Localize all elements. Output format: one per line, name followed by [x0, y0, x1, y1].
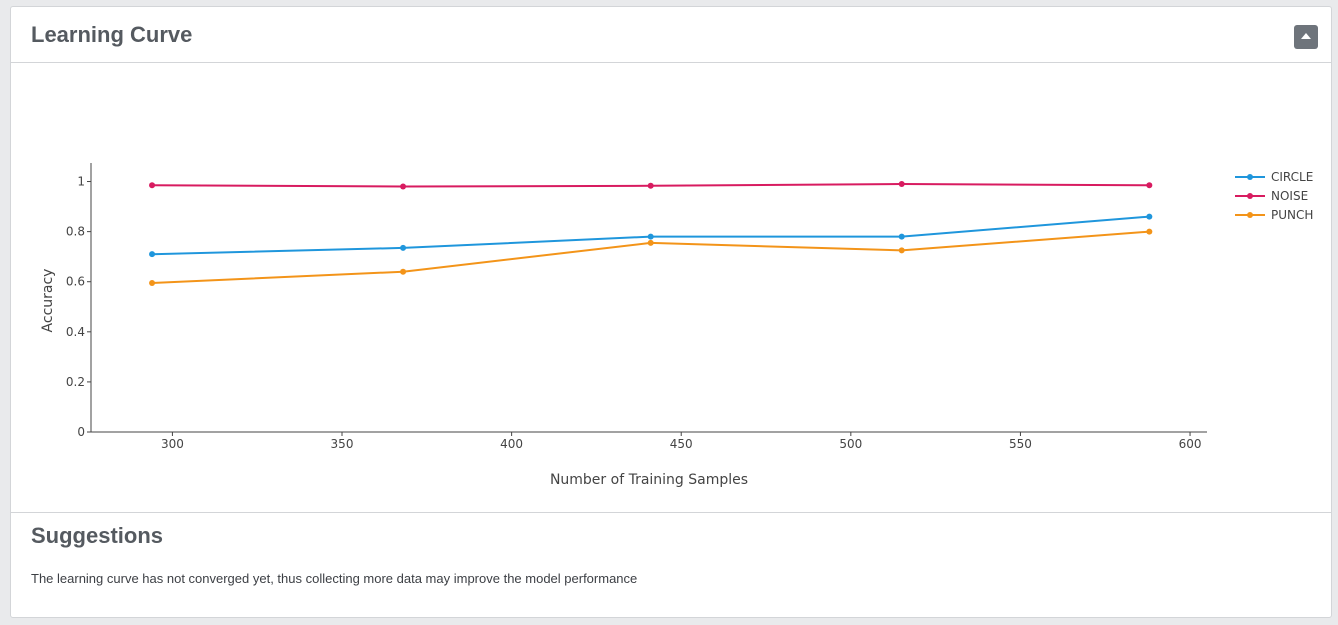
data-point-noise	[1146, 182, 1153, 189]
suggestions-text: The learning curve has not converged yet…	[31, 571, 638, 586]
y-tick-label: 0.6	[66, 275, 85, 289]
y-tick-label: 1	[77, 175, 85, 189]
y-tick-label: 0.4	[66, 325, 85, 339]
x-tick-label: 350	[331, 437, 354, 451]
x-tick-label: 300	[161, 437, 184, 451]
data-point-noise	[647, 182, 654, 189]
collapse-button[interactable]	[1294, 25, 1318, 49]
x-tick-label: 550	[1009, 437, 1032, 451]
data-point-punch	[149, 279, 156, 286]
y-tick-label: 0.2	[66, 375, 85, 389]
legend-marker-circle	[1247, 174, 1253, 180]
legend-marker-noise	[1247, 193, 1253, 199]
data-point-punch	[647, 239, 654, 246]
data-point-circle	[149, 251, 156, 258]
legend-marker-punch	[1247, 212, 1253, 218]
panel-title: Learning Curve	[31, 22, 193, 47]
learning-curve-panel: Learning Curve 0 0.2 0.4 0.6 0.8 1 300 350 400 45…	[10, 6, 1332, 618]
x-tick-label: 500	[839, 437, 862, 451]
y-axis-title: Accuracy	[40, 269, 56, 333]
data-point-noise	[149, 182, 156, 189]
suggestions-title: Suggestions	[31, 523, 164, 548]
data-point-punch	[400, 268, 407, 275]
x-axis-title: Number of Training Samples	[550, 472, 748, 488]
learning-curve-chart: 0 0.2 0.4 0.6 0.8 1 300 350 400 450 500 550 600 Numbe…	[11, 63, 1331, 512]
chart-svg: 0 0.2 0.4 0.6 0.8 1 300 350 400 450 500 550 600 Numbe…	[40, 163, 1313, 488]
data-point-circle	[898, 233, 905, 240]
data-point-punch	[1146, 228, 1153, 235]
legend-label-punch: PUNCH	[1271, 208, 1313, 222]
data-point-circle	[400, 244, 407, 251]
data-point-punch	[898, 247, 905, 254]
y-tick-label: 0	[77, 425, 85, 439]
data-point-noise	[400, 183, 407, 190]
suggestions-section: Suggestions The learning curve has not c…	[11, 512, 1331, 618]
y-tick-label: 0.8	[66, 225, 85, 239]
data-point-circle	[1146, 213, 1153, 220]
legend-label-circle: CIRCLE	[1271, 170, 1313, 184]
caret-up-icon	[1301, 33, 1311, 39]
x-tick-label: 400	[500, 437, 523, 451]
legend-label-noise: NOISE	[1271, 189, 1308, 203]
data-point-circle	[647, 233, 654, 240]
data-point-noise	[898, 181, 905, 188]
x-tick-label: 600	[1179, 437, 1202, 451]
panel-header: Learning Curve	[11, 7, 1331, 63]
x-tick-label: 450	[670, 437, 693, 451]
